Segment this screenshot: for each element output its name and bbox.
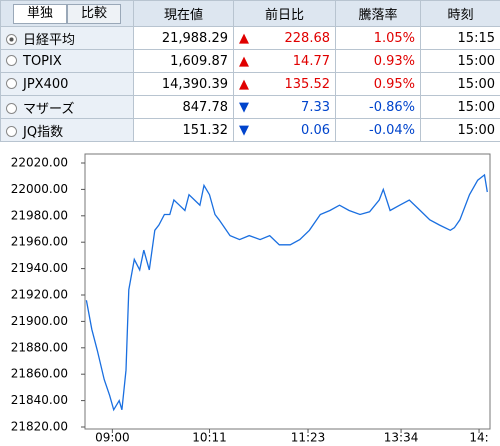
y-tick-label: 21900.00 [11, 314, 68, 328]
y-tick-label: 21820.00 [11, 420, 68, 434]
quote-row[interactable]: JQ指数 151.32 ▼ 0.06 -0.04% 15:00 [0, 118, 500, 142]
time: 15:00 [420, 72, 500, 96]
index-name: JQ指数 [23, 124, 64, 140]
time: 15:00 [420, 49, 500, 73]
change: 7.33 [301, 99, 330, 115]
column-header: 前日比 [233, 0, 336, 27]
name-cell: JPX400 [0, 72, 134, 96]
name-cell: JQ指数 [0, 118, 134, 142]
price: 151.32 [133, 118, 234, 142]
change-cell: ▼ 0.06 [233, 118, 336, 142]
arrow: ▲ [239, 76, 249, 92]
quote-row[interactable]: 日経平均 21,988.29 ▲ 228.68 1.05% 15:15 [0, 26, 500, 50]
price: 21,988.29 [133, 26, 234, 50]
time: 15:15 [420, 26, 500, 50]
y-tick-label: 21860.00 [11, 367, 68, 381]
y-tick-label: 21940.00 [11, 261, 68, 275]
change-pct: -0.86% [335, 95, 421, 119]
x-tick-label: 13:34 [384, 431, 419, 445]
change-cell: ▲ 228.68 [233, 26, 336, 50]
plot-frame [84, 153, 491, 430]
radio[interactable] [6, 77, 17, 89]
index-name: 日経平均 [23, 32, 76, 48]
radio[interactable] [6, 54, 17, 66]
radio[interactable] [6, 102, 17, 114]
change: 228.68 [284, 30, 331, 46]
y-tick-label: 21840.00 [11, 393, 68, 407]
y-tick-label: 22020.00 [11, 156, 68, 170]
price-line [85, 173, 488, 412]
column-header: 時刻 [420, 0, 500, 27]
tab[interactable]: 単独 [13, 3, 67, 24]
time: 15:00 [420, 95, 500, 119]
header-row: 単独 比較 現在値 前日比 騰落率 時刻 [0, 0, 500, 27]
y-tick-label: 22000.00 [11, 182, 68, 196]
change-cell: ▲ 14.77 [233, 49, 336, 73]
chart: 21820.00 21840.00 21860.00 21880.00 21900.00… [0, 146, 500, 446]
change: 135.52 [284, 76, 331, 92]
radio[interactable] [6, 125, 17, 137]
change-pct: -0.04% [335, 118, 421, 142]
tabs: 単独 比較 [0, 0, 134, 27]
index-name: JPX400 [23, 76, 69, 92]
radio[interactable] [6, 33, 17, 45]
arrow: ▼ [239, 122, 249, 138]
price: 1,609.87 [133, 49, 234, 73]
arrow: ▲ [239, 30, 249, 46]
index-name: TOPIX [23, 53, 62, 69]
y-tick-label: 21980.00 [11, 208, 68, 222]
change: 14.77 [292, 53, 330, 69]
y-tick-label: 21880.00 [11, 340, 68, 354]
change-cell: ▲ 135.52 [233, 72, 336, 96]
quote-row[interactable]: JPX400 14,390.39 ▲ 135.52 0.95% 15:00 [0, 72, 500, 96]
name-cell: TOPIX [0, 49, 134, 73]
x-tick-label: 14: [469, 431, 488, 445]
column-header: 騰落率 [335, 0, 421, 27]
arrow: ▼ [239, 99, 249, 115]
quote-row[interactable]: TOPIX 1,609.87 ▲ 14.77 0.93% 15:00 [0, 49, 500, 73]
index-name: マザーズ [23, 101, 75, 117]
tab[interactable]: 比較 [67, 3, 121, 24]
quote-row[interactable]: マザーズ 847.78 ▼ 7.33 -0.86% 15:00 [0, 95, 500, 119]
change-pct: 1.05% [335, 26, 421, 50]
x-tick-label: 11:23 [291, 431, 326, 445]
time: 15:00 [420, 118, 500, 142]
price: 14,390.39 [133, 72, 234, 96]
x-tick-label: 09:00 [95, 431, 130, 445]
name-cell: 日経平均 [0, 26, 134, 50]
x-tick-label: 10:11 [192, 431, 227, 445]
column-header: 現在値 [133, 0, 234, 27]
change: 0.06 [301, 122, 330, 138]
change-pct: 0.95% [335, 72, 421, 96]
y-tick-label: 21920.00 [11, 288, 68, 302]
quote-table: 単独 比較 現在値 前日比 騰落率 時刻 日経平均 21,988.29 ▲ 228.68… [0, 0, 500, 142]
y-tick-label: 21960.00 [11, 235, 68, 249]
name-cell: マザーズ [0, 95, 134, 119]
price: 847.78 [133, 95, 234, 119]
change-cell: ▼ 7.33 [233, 95, 336, 119]
arrow: ▲ [239, 53, 249, 69]
chart-background [0, 146, 500, 446]
change-pct: 0.93% [335, 49, 421, 73]
